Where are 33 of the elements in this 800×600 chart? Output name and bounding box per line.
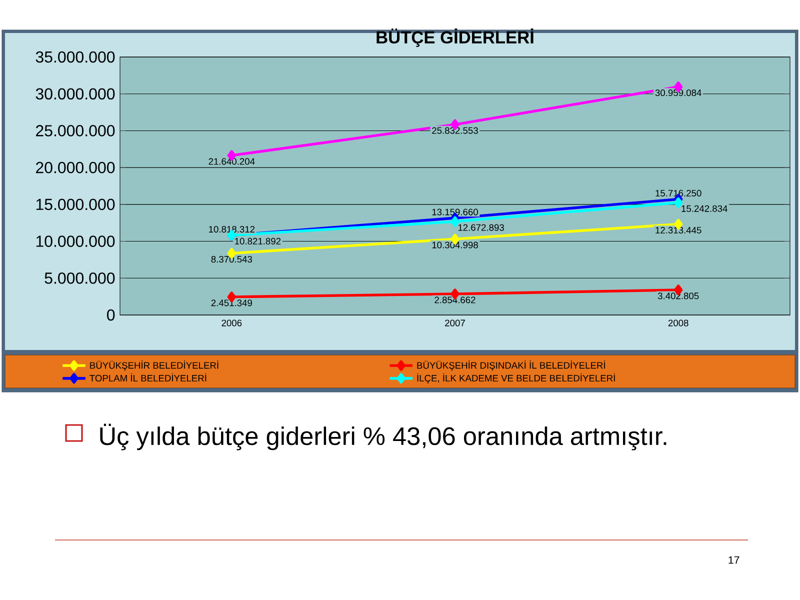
legend-label: BÜYÜKŞEHİR BELEDİYELERİ — [90, 360, 218, 371]
x-tick-label: 2007 — [445, 320, 465, 326]
x-tick-label: 2006 — [222, 320, 242, 326]
data-label: 10.818.312 — [209, 226, 255, 233]
y-tick-label: 35.000.000 — [36, 51, 115, 63]
y-tick-label: 0 — [107, 309, 115, 321]
y-tick-label: 10.000.000 — [36, 236, 115, 247]
data-label: 13.159.660 — [432, 208, 478, 216]
legend-label: BÜYÜKŞEHİR DIŞINDAKİ İL BELEDİYELERİ — [417, 360, 605, 371]
data-label: 21.640.204 — [208, 158, 255, 165]
data-label: 30.959.084 — [655, 89, 702, 96]
y-tick-label: 20.000.000 — [36, 162, 115, 174]
data-label: 3.402.805 — [658, 292, 699, 300]
data-label: 8.370.543 — [211, 256, 252, 263]
text: Üç yılda bütçe giderleri % 43,06 oranında artmıştır. — [100, 424, 666, 450]
data-label: 10.821.892 — [235, 238, 281, 244]
text: 17 — [728, 556, 740, 564]
chart-title: BÜTÇE GİDERLERİ — [376, 28, 534, 47]
data-label: 2.451.349 — [211, 300, 252, 306]
data-label: 12.313.445 — [656, 226, 702, 234]
data-label: 10.304.998 — [432, 242, 478, 248]
data-label: 2.854.662 — [434, 296, 476, 304]
legend-label: TOPLAM İL BELEDİYELERİ — [90, 373, 206, 382]
legend-label: İLÇE, İLK KADEME VE BELDE BELEDİYELERİ — [417, 373, 615, 384]
data-label: 12.672.893 — [458, 224, 504, 231]
y-tick-label: 30.000.000 — [36, 88, 115, 100]
y-tick-label: 25.000.000 — [36, 125, 115, 136]
data-label: 15.716.250 — [656, 190, 702, 196]
y-tick-label: 15.000.000 — [36, 198, 115, 210]
x-tick-label: 2008 — [668, 320, 688, 326]
data-label: 25.832.553 — [432, 127, 478, 134]
data-label: 15.242.834 — [682, 205, 728, 212]
y-tick-label: 5.000.000 — [44, 272, 115, 284]
